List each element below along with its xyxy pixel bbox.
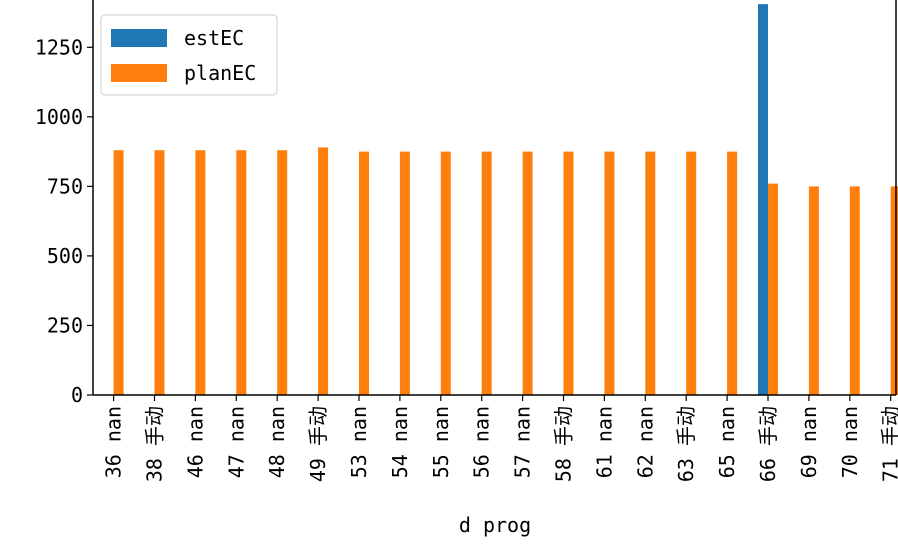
- bar-planEC-13: [645, 151, 656, 395]
- y-tick-label: 500: [47, 244, 83, 268]
- axes-group: [87, 0, 897, 401]
- bar-planEC-3: [236, 150, 247, 395]
- bar-planEC-14: [686, 151, 697, 395]
- y-tick-label: 750: [47, 174, 83, 198]
- x-tick-label: 69 nan: [797, 406, 821, 478]
- bar-planEC-19: [890, 186, 898, 395]
- bar-planEC-10: [522, 151, 533, 395]
- x-tick-label: 56 nan: [470, 406, 494, 478]
- x-tick-label: 63 手动: [674, 406, 698, 482]
- legend-label-estEC: estEC: [184, 26, 244, 50]
- x-tick-label: 61 nan: [592, 406, 616, 478]
- y-tick-labels: 0 250 500 750 1000 1250: [35, 35, 83, 407]
- bars-group: [113, 4, 898, 395]
- y-tick-label: 1000: [35, 105, 83, 129]
- x-tick-label: 70 nan: [838, 406, 862, 478]
- x-tick-label: 66 手动: [756, 406, 780, 482]
- legend-label-planEC: planEC: [184, 61, 256, 85]
- y-tick-label: 0: [71, 383, 83, 407]
- x-tick-label: 65 nan: [715, 406, 739, 478]
- legend-swatch-estEC: [111, 29, 167, 47]
- legend-swatch-planEC: [111, 64, 167, 82]
- legend: estEC planEC: [100, 14, 278, 96]
- x-tick-label: 49 手动: [306, 406, 330, 482]
- bar-estEC-16: [758, 4, 768, 395]
- x-tick-label: 53 nan: [347, 406, 371, 478]
- bar-planEC-0: [113, 150, 124, 395]
- bar-planEC-8: [440, 151, 451, 395]
- x-tick-label: 57 nan: [511, 406, 535, 478]
- bar-planEC-18: [849, 186, 860, 395]
- x-tick-labels: 36 nan 38 手动 46 nan 47 nan 48 nan 49 手动 53 nan…: [102, 406, 898, 482]
- bar-planEC-9: [481, 151, 492, 395]
- x-axis-label: d prog: [459, 513, 531, 537]
- x-tick-label: 62 nan: [633, 406, 657, 478]
- bar-planEC-7: [399, 151, 410, 395]
- x-tick-label: 71 手动: [879, 406, 898, 482]
- x-tick-label: 46 nan: [183, 406, 207, 478]
- bar-planEC-12: [604, 151, 615, 395]
- x-tick-label: 58 手动: [552, 406, 576, 482]
- y-tick-label: 250: [47, 313, 83, 337]
- bar-planEC-2: [195, 150, 206, 395]
- bar-planEC-15: [727, 151, 738, 395]
- x-tick-label: 55 nan: [429, 406, 453, 478]
- bar-planEC-17: [808, 186, 819, 395]
- bar-planEC-1: [154, 150, 165, 395]
- bar-planEC-16: [768, 183, 778, 395]
- x-tick-label: 54 nan: [388, 406, 412, 478]
- x-tick-label: 48 nan: [265, 406, 289, 478]
- bar-planEC-5: [318, 147, 329, 395]
- bar-planEC-11: [563, 151, 574, 395]
- y-tick-label: 1250: [35, 35, 83, 59]
- x-tick-label: 36 nan: [102, 406, 126, 478]
- bar-planEC-4: [277, 150, 288, 395]
- bar-planEC-6: [359, 151, 369, 395]
- x-tick-label: 47 nan: [224, 406, 248, 478]
- x-tick-label: 38 手动: [143, 406, 167, 482]
